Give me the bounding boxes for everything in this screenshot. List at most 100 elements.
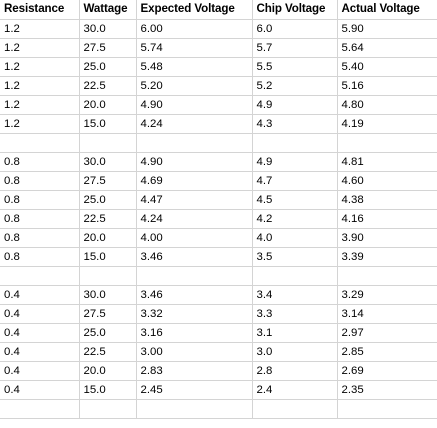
cell-actual-voltage[interactable]: 4.38: [337, 190, 437, 210]
cell-actual-voltage[interactable]: 4.16: [337, 209, 437, 229]
cell-expected-voltage[interactable]: 4.69: [136, 171, 253, 191]
cell-resistance[interactable]: 0.4: [0, 361, 80, 381]
cell-actual-voltage[interactable]: 4.81: [337, 152, 437, 172]
cell-wattage[interactable]: 27.5: [79, 38, 137, 58]
cell-wattage[interactable]: 20.0: [79, 95, 137, 115]
cell-chip-voltage[interactable]: 5.5: [252, 57, 338, 77]
cell-actual-voltage[interactable]: 4.19: [337, 114, 437, 134]
cell-chip-voltage[interactable]: 3.5: [252, 247, 338, 267]
header-cell-resistance[interactable]: Resistance: [0, 0, 80, 20]
cell-resistance[interactable]: [0, 133, 80, 153]
cell-wattage[interactable]: 30.0: [79, 285, 137, 305]
cell-actual-voltage[interactable]: 3.39: [337, 247, 437, 267]
cell-actual-voltage[interactable]: [337, 266, 437, 286]
cell-resistance[interactable]: 0.8: [0, 209, 80, 229]
cell-resistance[interactable]: 1.2: [0, 38, 80, 58]
cell-resistance[interactable]: 0.8: [0, 152, 80, 172]
cell-actual-voltage[interactable]: 5.40: [337, 57, 437, 77]
cell-chip-voltage[interactable]: 2.4: [252, 380, 338, 400]
cell-expected-voltage[interactable]: 4.90: [136, 152, 253, 172]
cell-actual-voltage[interactable]: 5.90: [337, 19, 437, 39]
cell-wattage[interactable]: 22.5: [79, 76, 137, 96]
cell-expected-voltage[interactable]: 5.20: [136, 76, 253, 96]
cell-chip-voltage[interactable]: 3.1: [252, 323, 338, 343]
cell-actual-voltage[interactable]: 2.35: [337, 380, 437, 400]
cell-wattage[interactable]: 20.0: [79, 361, 137, 381]
cell-wattage[interactable]: 27.5: [79, 171, 137, 191]
cell-chip-voltage[interactable]: [252, 133, 338, 153]
cell-resistance[interactable]: 1.2: [0, 57, 80, 77]
cell-chip-voltage[interactable]: 4.5: [252, 190, 338, 210]
cell-wattage[interactable]: 15.0: [79, 380, 137, 400]
cell-resistance[interactable]: [0, 266, 80, 286]
header-cell-expected-voltage[interactable]: Expected Voltage: [136, 0, 253, 20]
cell-actual-voltage[interactable]: 4.60: [337, 171, 437, 191]
cell-resistance[interactable]: 0.4: [0, 380, 80, 400]
cell-actual-voltage[interactable]: 2.97: [337, 323, 437, 343]
header-cell-chip-voltage[interactable]: Chip Voltage: [252, 0, 338, 20]
cell-wattage[interactable]: 27.5: [79, 304, 137, 324]
cell-chip-voltage[interactable]: 3.4: [252, 285, 338, 305]
cell-expected-voltage[interactable]: 3.00: [136, 342, 253, 362]
cell-expected-voltage[interactable]: 3.32: [136, 304, 253, 324]
cell-wattage[interactable]: 15.0: [79, 114, 137, 134]
cell-resistance[interactable]: 1.2: [0, 95, 80, 115]
cell-wattage[interactable]: 20.0: [79, 228, 137, 248]
cell-chip-voltage[interactable]: 4.3: [252, 114, 338, 134]
cell-resistance[interactable]: 1.2: [0, 114, 80, 134]
cell-resistance[interactable]: 0.8: [0, 228, 80, 248]
header-cell-wattage[interactable]: Wattage: [79, 0, 137, 20]
cell-actual-voltage[interactable]: 5.64: [337, 38, 437, 58]
cell-expected-voltage[interactable]: 4.24: [136, 209, 253, 229]
cell-wattage[interactable]: 30.0: [79, 152, 137, 172]
cell-expected-voltage[interactable]: 3.46: [136, 285, 253, 305]
cell-expected-voltage[interactable]: 5.74: [136, 38, 253, 58]
cell-wattage[interactable]: [79, 133, 137, 153]
cell-actual-voltage[interactable]: 3.90: [337, 228, 437, 248]
cell-wattage[interactable]: 25.0: [79, 57, 137, 77]
cell-actual-voltage[interactable]: [337, 399, 437, 419]
cell-wattage[interactable]: [79, 399, 137, 419]
cell-chip-voltage[interactable]: 2.8: [252, 361, 338, 381]
cell-resistance[interactable]: 0.4: [0, 342, 80, 362]
cell-wattage[interactable]: [79, 266, 137, 286]
cell-expected-voltage[interactable]: 6.00: [136, 19, 253, 39]
cell-wattage[interactable]: 15.0: [79, 247, 137, 267]
cell-wattage[interactable]: 22.5: [79, 342, 137, 362]
cell-chip-voltage[interactable]: 3.0: [252, 342, 338, 362]
cell-actual-voltage[interactable]: 4.80: [337, 95, 437, 115]
cell-wattage[interactable]: 25.0: [79, 323, 137, 343]
cell-expected-voltage[interactable]: 3.46: [136, 247, 253, 267]
cell-expected-voltage[interactable]: 4.00: [136, 228, 253, 248]
cell-actual-voltage[interactable]: [337, 133, 437, 153]
cell-resistance[interactable]: 0.4: [0, 323, 80, 343]
cell-resistance[interactable]: 1.2: [0, 19, 80, 39]
cell-expected-voltage[interactable]: 5.48: [136, 57, 253, 77]
cell-chip-voltage[interactable]: 5.2: [252, 76, 338, 96]
cell-wattage[interactable]: 30.0: [79, 19, 137, 39]
cell-wattage[interactable]: 25.0: [79, 190, 137, 210]
cell-resistance[interactable]: 0.4: [0, 285, 80, 305]
cell-expected-voltage[interactable]: [136, 133, 253, 153]
cell-resistance[interactable]: [0, 399, 80, 419]
cell-expected-voltage[interactable]: [136, 266, 253, 286]
cell-wattage[interactable]: 22.5: [79, 209, 137, 229]
cell-expected-voltage[interactable]: 3.16: [136, 323, 253, 343]
cell-actual-voltage[interactable]: 3.29: [337, 285, 437, 305]
cell-expected-voltage[interactable]: 4.47: [136, 190, 253, 210]
cell-resistance[interactable]: 0.8: [0, 247, 80, 267]
header-cell-actual-voltage[interactable]: Actual Voltage: [337, 0, 437, 20]
cell-actual-voltage[interactable]: 3.14: [337, 304, 437, 324]
cell-chip-voltage[interactable]: 3.3: [252, 304, 338, 324]
cell-expected-voltage[interactable]: 2.45: [136, 380, 253, 400]
cell-chip-voltage[interactable]: 4.2: [252, 209, 338, 229]
cell-actual-voltage[interactable]: 2.85: [337, 342, 437, 362]
cell-chip-voltage[interactable]: 6.0: [252, 19, 338, 39]
cell-chip-voltage[interactable]: [252, 399, 338, 419]
cell-chip-voltage[interactable]: 4.0: [252, 228, 338, 248]
cell-expected-voltage[interactable]: 4.90: [136, 95, 253, 115]
cell-chip-voltage[interactable]: 4.9: [252, 152, 338, 172]
cell-chip-voltage[interactable]: 4.9: [252, 95, 338, 115]
cell-expected-voltage[interactable]: 2.83: [136, 361, 253, 381]
cell-resistance[interactable]: 0.8: [0, 190, 80, 210]
